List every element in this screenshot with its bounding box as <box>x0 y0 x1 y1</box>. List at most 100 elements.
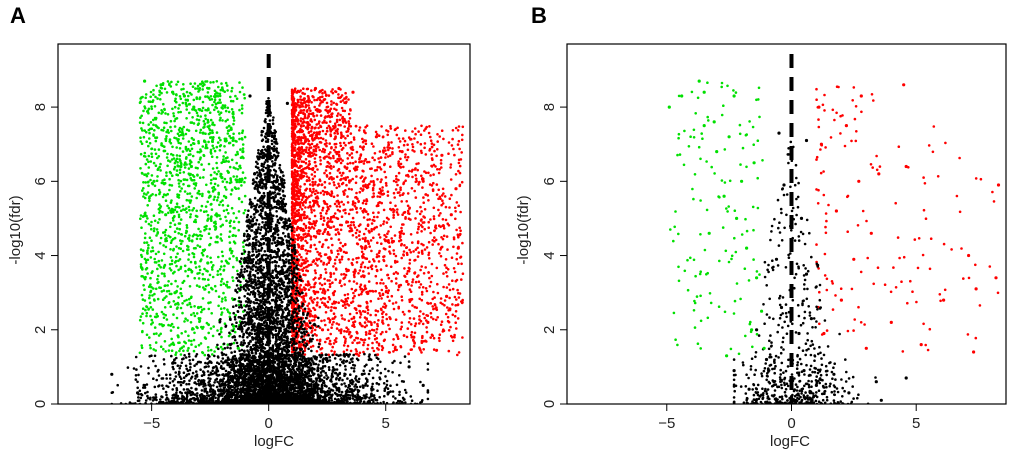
panel-a-cloud-point-down <box>223 177 227 181</box>
panel-a-cloud-point-down <box>209 301 212 304</box>
panel-a-cloud-point-down <box>204 80 207 83</box>
panel-a-cloud-point-up <box>347 187 351 191</box>
panel-a-cloud-point-down <box>149 95 152 99</box>
panel-a-cloud-point-down <box>197 277 201 280</box>
panel-a-cloud-point-up <box>385 184 388 187</box>
panel-a-cloud-point-down <box>143 241 146 244</box>
panel-a-cloud-point-down <box>215 91 218 94</box>
panel-a-cloud-point-down <box>202 286 205 289</box>
panel-a-cloud-point-up <box>290 205 294 209</box>
panel-a-cloud-point-down <box>146 181 150 184</box>
panel-a-cloud-point-up <box>362 341 366 344</box>
panel-a-cloud-point-up <box>421 252 424 255</box>
panel-a-cloud-point-down <box>144 261 148 264</box>
panel-a-cloud-point-down <box>142 249 145 252</box>
panel-a-cloud-point-up <box>295 228 299 232</box>
panel-a-cloud-point-up <box>433 236 436 239</box>
panel-a-cloud-point-up <box>446 222 450 225</box>
panel-a-cloud-point-down <box>205 146 209 150</box>
panel-a-cloud-point-down <box>230 251 233 255</box>
panel-a-cloud-point-up <box>313 214 317 218</box>
panel-a-cloud-point-down <box>216 184 220 187</box>
panel-a-cloud-point-down <box>173 230 177 233</box>
panel-a-cloud-point-down <box>188 159 192 162</box>
panel-a-cloud-point-down <box>158 241 162 245</box>
panel-a-cloud-point-up <box>414 217 417 220</box>
panel-a-cloud-point-up <box>408 310 411 313</box>
panel-a-cloud-point-down <box>171 174 174 177</box>
panel-a-cloud-point-down <box>149 306 153 309</box>
panel-a-cloud-point-up <box>318 240 321 244</box>
panel-a-cloud-point-up <box>300 198 304 201</box>
panel-a-cloud-point-down <box>144 268 148 271</box>
panel-a-cloud-point-up <box>335 205 339 208</box>
panel-a-cloud-point-down <box>186 319 189 322</box>
panel-a-cloud-point-down <box>207 323 210 327</box>
panel-a-cloud-point-down <box>177 107 180 110</box>
panel-a-cloud-point-down <box>171 145 174 149</box>
panel-a-cloud-point-down <box>240 111 244 115</box>
panel-a-cloud-point-up <box>443 299 447 302</box>
panel-a-cloud-point-down <box>144 162 148 166</box>
panel-a-cloud-point-up <box>382 247 386 250</box>
panel-a-cloud-point-down <box>155 228 159 231</box>
panel-a-cloud-point-down <box>185 178 189 182</box>
panel-a-cloud-point-down <box>231 139 235 142</box>
panel-a-cloud-point-up <box>421 186 424 189</box>
panel-a-cloud-point-up <box>399 188 402 192</box>
panel-a-cloud-point-down <box>159 236 163 240</box>
panel-a-cloud-point-up <box>431 305 435 308</box>
panel-a-cloud-point-up <box>334 142 338 146</box>
panel-a-cloud-point-up <box>315 98 319 102</box>
panel-a-cloud-point-down <box>182 87 185 91</box>
panel-a-cloud-point-down <box>153 315 157 319</box>
panel-a-cloud-point-up <box>403 267 406 270</box>
panel-a-cloud-point-up <box>380 297 383 300</box>
panel-a-cloud-point-down <box>168 267 172 270</box>
panel-a-cloud-point-up <box>447 309 450 312</box>
panel-a-cloud-point-down <box>219 116 222 120</box>
panel-a-cloud-point-down <box>179 239 182 242</box>
panel-a-cloud-point-down <box>203 225 206 229</box>
panel-a-cloud-point-up <box>363 178 366 181</box>
panel-a-cloud-point-down <box>198 245 202 248</box>
panel-a-cloud-point-down <box>164 228 168 232</box>
panel-a-cloud-point-down <box>189 82 192 85</box>
panel-a-cloud-point-up <box>292 178 295 182</box>
panel-a-cloud-point-down <box>189 321 193 324</box>
panel-a-cloud-point-up <box>326 300 330 304</box>
panel-a-cloud-point-up <box>326 232 330 236</box>
panel-a-cloud-point-up <box>290 217 294 220</box>
panel-a-cloud-point-down <box>229 178 233 182</box>
panel-a-cloud-point-up <box>345 348 349 352</box>
panel-a-cloud-point-up <box>330 237 333 240</box>
panel-a-cloud-point-up <box>444 258 448 261</box>
panel-a-cloud-point-down <box>154 193 158 197</box>
panel-a-cloud-point-up <box>325 174 329 177</box>
panel-a-cloud-point-not_significant <box>169 377 172 380</box>
panel-a-cloud-point-up <box>333 107 336 111</box>
panel-a-cloud-point-up <box>395 174 398 178</box>
panel-a-cloud-point-down <box>190 313 193 317</box>
panel-a-cloud-point-down <box>158 93 161 97</box>
panel-a-cloud-point-up <box>363 139 366 142</box>
panel-a-cloud-point-not_significant <box>243 250 247 253</box>
panel-a-cloud-point-up <box>396 337 400 341</box>
panel-a-cloud-point-up <box>392 216 395 219</box>
panel-a-cloud-point-down <box>167 280 170 283</box>
panel-a-cloud-point-up <box>353 226 357 229</box>
panel-a-cloud-point-up <box>329 215 333 219</box>
panel-a-cloud-point-up <box>429 135 432 139</box>
panel-a-cloud-point-down <box>201 272 205 276</box>
panel-a-cloud-point-down <box>160 310 164 314</box>
panel-a-cloud-point-up <box>450 336 454 339</box>
panel-a-cloud-point-up <box>349 108 352 111</box>
panel-a-cloud-point-up <box>386 273 390 277</box>
panel-a-cloud-point-down <box>199 305 203 309</box>
panel-a-cloud-point-down <box>217 170 220 173</box>
panel-a-cloud-point-up <box>386 232 389 235</box>
panel-a-cloud-point-down <box>194 87 197 90</box>
panel-a-cloud-point-up <box>432 307 435 311</box>
panel-a-cloud-point-up <box>397 171 401 175</box>
panel-a-cloud-point-up <box>394 261 397 264</box>
